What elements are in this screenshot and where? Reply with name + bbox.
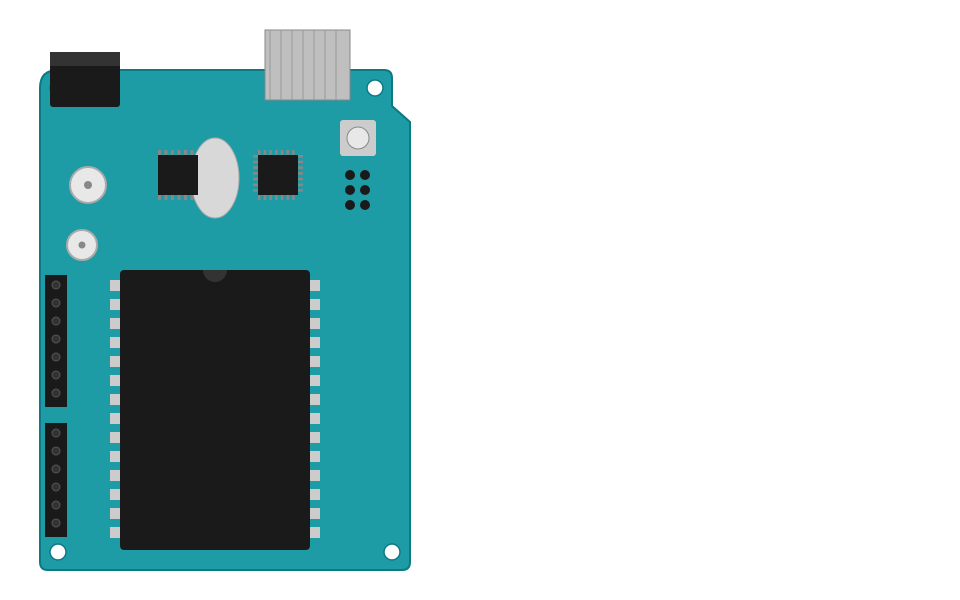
atmega-chip (120, 270, 310, 550)
usb-port (265, 30, 350, 100)
wiring-diagram (0, 0, 960, 600)
